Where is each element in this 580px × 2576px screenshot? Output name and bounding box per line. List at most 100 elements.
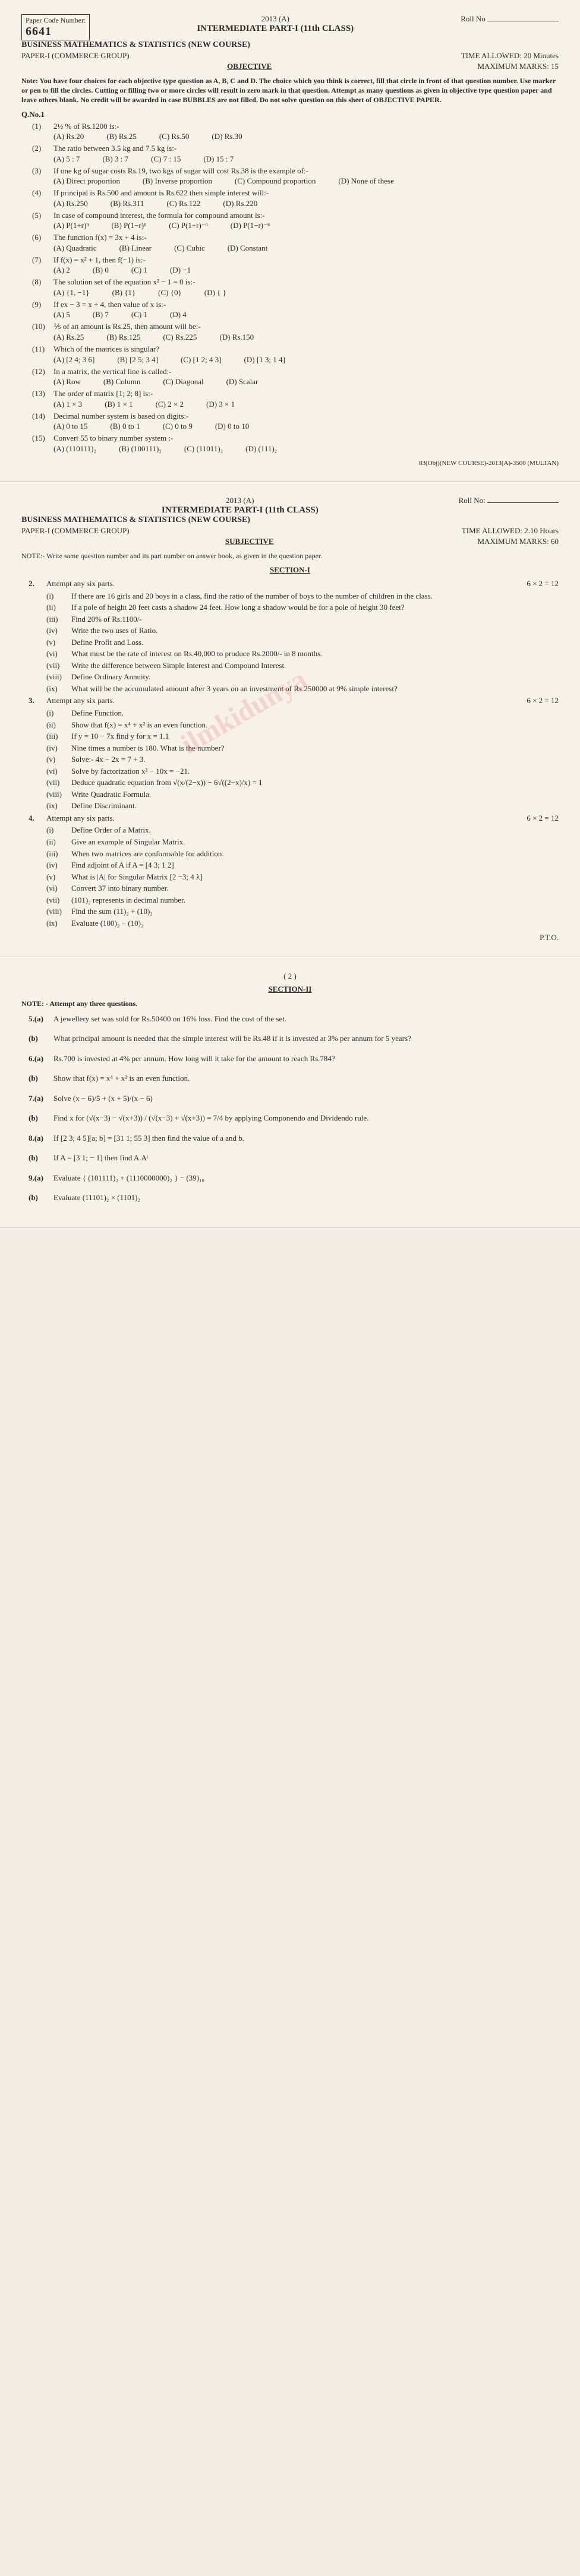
sub-question: (viii)Write Quadratic Formula. <box>46 789 559 800</box>
sub-text: If y = 10 − 7x find y for x = 1.1 <box>71 731 559 742</box>
long-question: (b)Evaluate (11101)₂ × (1101)₂ <box>29 1192 559 1203</box>
long-question: 5.(a)A jewellery set was sold for Rs.504… <box>29 1014 559 1024</box>
sub-text: Show that f(x) = x⁴ + x² is an even func… <box>71 720 559 730</box>
option: (B) [2 5; 3 4] <box>117 355 158 365</box>
sub-question: (i)Define Function. <box>46 708 559 719</box>
sub-num: (i) <box>46 591 71 602</box>
header-row: Paper Code Number: 6641 2013 (A) INTERME… <box>21 14 559 40</box>
options-row: (A) 0 to 15(B) 0 to 1(C) 0 to 9(D) 0 to … <box>53 422 559 431</box>
sub-text: Evaluate (100)₂ − (10)₂ <box>71 918 559 929</box>
question-item: (1)2½ % of Rs.1200 is:- <box>32 121 559 132</box>
question-item: (7)If f(x) = x² + 1, then f(−1) is:- <box>32 255 559 265</box>
long-q-num: 7.(a) <box>29 1093 53 1104</box>
long-q-text: A jewellery set was sold for Rs.50400 on… <box>53 1014 559 1024</box>
sub-question: (vi)What must be the rate of interest on… <box>46 648 559 659</box>
sub-text: Find 20% of Rs.1100/- <box>71 614 559 625</box>
option: (D) P(1−r)⁻ⁿ <box>231 221 270 230</box>
year-2: 2013 (A) <box>21 496 459 505</box>
sub-num: (i) <box>46 708 71 719</box>
footer-code: 83(Obj)(NEW COURSE)-2013(A)-3500 (MULTAN… <box>21 460 559 467</box>
sub-question: (vi)Convert 37 into binary number. <box>46 883 559 894</box>
long-q-text: Find x for (√(x−3) − √(x+3)) / (√(x−3) +… <box>53 1113 559 1124</box>
sub-text: Solve by factorization x² − 10x = −21. <box>71 766 559 777</box>
option: (D) 15 : 7 <box>203 154 234 164</box>
sub-num: (iv) <box>46 743 71 754</box>
option: (A) Quadratic <box>53 243 97 253</box>
option: (A) Rs.25 <box>53 333 84 342</box>
option: (D) Rs.30 <box>212 132 242 141</box>
sub-text: Define Ordinary Annuity. <box>71 672 559 682</box>
option: (C) Diagonal <box>163 377 203 387</box>
option: (A) 5 <box>53 310 70 319</box>
sub-num: (v) <box>46 637 71 648</box>
sub-question: (iv)Write the two uses of Ratio. <box>46 625 559 636</box>
sub-num: (v) <box>46 754 71 765</box>
page-number: ( 2 ) <box>21 971 559 981</box>
paper-code-box: Paper Code Number: 6641 <box>21 14 90 40</box>
q-num: (14) <box>32 411 53 422</box>
long-q-text: What principal amount is needed that the… <box>53 1033 559 1044</box>
long-q-num: (b) <box>29 1073 53 1084</box>
sub-text: Solve:- 4x − 2x = 7 + 3. <box>71 754 559 765</box>
options-row: (A) P(1+r)ⁿ(B) P(1−r)ⁿ(C) P(1+r)⁻ⁿ(D) P(… <box>53 221 559 230</box>
option: (C) 0 to 9 <box>163 422 193 431</box>
long-q-text: If [2 3; 4 5][a; b] = [31 1; 55 3] then … <box>53 1133 559 1144</box>
options-row: (A) Rs.25(B) Rs.125(C) Rs.225(D) Rs.150 <box>53 333 559 342</box>
sub-question: (ii)Give an example of Singular Matrix. <box>46 837 559 847</box>
question-item: (12)In a matrix, the vertical line is ca… <box>32 366 559 377</box>
q4-hdr: Attempt any six parts. <box>46 813 115 824</box>
sub-num: (vi) <box>46 766 71 777</box>
option: (B) (100111)₂ <box>119 444 162 454</box>
options-row: (A) Rs.250(B) Rs.311(C) Rs.122(D) Rs.220 <box>53 199 559 208</box>
long-q-num: (b) <box>29 1033 53 1044</box>
note-2: NOTE:- Write same question number and it… <box>21 551 559 561</box>
sub-text: Find the sum (11)₂ + (10)₂ <box>71 906 559 917</box>
options-row: (A) Direct proportion(B) Inverse proport… <box>53 176 559 186</box>
q4-num: 4. <box>29 813 46 824</box>
option: (A) Rs.250 <box>53 199 88 208</box>
note-3: NOTE: - Attempt any three questions. <box>21 999 559 1008</box>
sub-num: (viii) <box>46 789 71 800</box>
option: (C) (11011)₂ <box>184 444 223 454</box>
long-q-num: (b) <box>29 1113 53 1124</box>
option: (D) −1 <box>170 265 191 275</box>
option: (A) [2 4; 3 6] <box>53 355 94 365</box>
long-question: (b)If A = [3 1; − 1] then find A.Aᵗ <box>29 1153 559 1163</box>
question-item: (13)The order of matrix [1; 2; 8] is:- <box>32 388 559 399</box>
q2-list: (i)If there are 16 girls and 20 boys in … <box>21 591 559 694</box>
sub-question: (iii)Find 20% of Rs.1100/- <box>46 614 559 625</box>
max-marks: MAXIMUM MARKS: 15 <box>477 62 559 71</box>
q-text: If ex − 3 = x + 4, then value of x is:- <box>53 299 559 310</box>
option: (B) 7 <box>93 310 109 319</box>
sub-question: (vii)Deduce quadratic equation from √(x/… <box>46 777 559 788</box>
long-q-text: Show that f(x) = x⁴ + x² is an even func… <box>53 1073 559 1084</box>
paper-group-2: PAPER-I (COMMERCE GROUP) <box>21 526 130 536</box>
sub-text: Write the two uses of Ratio. <box>71 625 559 636</box>
question-item: (15)Convert 55 to binary number system :… <box>32 433 559 444</box>
q2-hdr: Attempt any six parts. <box>46 578 115 589</box>
question-item: (8)The solution set of the equation x² −… <box>32 277 559 287</box>
options-row: (A) 2(B) 0(C) 1(D) −1 <box>53 265 559 275</box>
sub-question: (ix)What will be the accumulated amount … <box>46 683 559 694</box>
q3-num: 3. <box>29 695 46 706</box>
sub-question: (i)Define Order of a Matrix. <box>46 825 559 836</box>
sub-num: (vii) <box>46 777 71 788</box>
question-item: (14)Decimal number system is based on di… <box>32 411 559 422</box>
option: (C) Rs.225 <box>163 333 197 342</box>
q-num: (12) <box>32 366 53 377</box>
long-question: 9.(a)Evaluate { (101111)₂ + (1110000000)… <box>29 1173 559 1183</box>
sub-num: (ii) <box>46 602 71 613</box>
paper-group: PAPER-I (COMMERCE GROUP) <box>21 51 130 61</box>
sub-text: Nine times a number is 180. What is the … <box>71 743 559 754</box>
time-allowed-2: TIME ALLOWED: 2.10 Hours <box>462 526 559 536</box>
intermediate-title-2: INTERMEDIATE PART-I (11th CLASS) <box>21 505 459 515</box>
options-row: (A) 5(B) 7(C) 1(D) 4 <box>53 310 559 319</box>
sub-text: Convert 37 into binary number. <box>71 883 559 894</box>
option: (C) Compound proportion <box>235 176 316 186</box>
option: (B) 3 : 7 <box>102 154 128 164</box>
long-q-text: Solve (x − 6)/5 + (x + 5)/(x − 6) <box>53 1093 559 1104</box>
option: (B) 0 <box>93 265 109 275</box>
long-q-text: Rs.700 is invested at 4% per annum. How … <box>53 1053 559 1064</box>
section-2-title: SECTION-II <box>21 985 559 994</box>
options-row: (A) {1, −1}(B) {1}(C) {0}(D) { } <box>53 288 559 298</box>
